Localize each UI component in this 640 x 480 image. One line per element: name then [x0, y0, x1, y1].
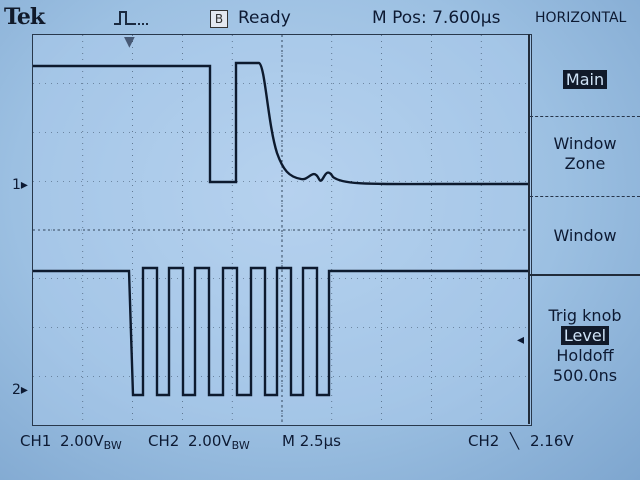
side-menu: Main Window Zone Window Trig knob Level …: [528, 34, 640, 424]
menu-item-trig-knob[interactable]: Trig knob Level Holdoff 500.0ns: [530, 306, 640, 386]
ch2-ground-marker: 2▸: [12, 382, 28, 398]
trigger-level: 2.16V: [530, 432, 574, 450]
ch2-label: CH2: [148, 432, 180, 450]
menu-divider: [530, 116, 640, 117]
window-zone-line1: Window: [553, 134, 617, 153]
ch1-waveform: [33, 61, 529, 186]
ch1-ground-marker: 1▸: [12, 177, 28, 193]
timebase-readout: M 2.5µs: [282, 432, 341, 450]
acquisition-state-icon: B: [210, 10, 228, 28]
ch1-bw-icon: BW: [103, 439, 122, 452]
graticule-svg: [33, 35, 531, 425]
ch1-label: CH1: [20, 432, 52, 450]
trigger-pulse-icon: [114, 11, 148, 25]
holdoff-value: 500.0ns: [552, 366, 618, 385]
holdoff-label: Holdoff: [556, 346, 614, 365]
waveform-graticule: [32, 34, 532, 426]
top-status-bar: Tek B Ready M Pos: 7.600µs HORIZONTAL: [0, 0, 640, 34]
menu-item-window-zone[interactable]: Window Zone: [530, 134, 640, 174]
ch2-scale: 2.00VBW: [188, 432, 250, 452]
menu-item-window-label: Window: [553, 226, 617, 245]
trigger-slope-icon: ╲: [510, 432, 520, 450]
menu-item-main[interactable]: Main: [530, 70, 640, 90]
menu-divider: [530, 196, 640, 197]
center-axes: [33, 35, 531, 425]
trig-knob-level: Level: [560, 326, 610, 345]
knob-pointer-icon: ◂: [517, 332, 525, 348]
window-zone-line2: Zone: [564, 154, 606, 173]
ch2-bw-icon: BW: [231, 439, 250, 452]
trigger-channel: CH2: [468, 432, 500, 450]
menu-item-main-label: Main: [562, 70, 608, 89]
ch1-scale: 2.00VBW: [60, 432, 122, 452]
bottom-status-bar: CH1 2.00VBW CH2 2.00VBW M 2.5µs CH2 ╲ 2.…: [0, 430, 640, 480]
menu-divider: [530, 274, 640, 276]
menu-title: HORIZONTAL: [535, 10, 627, 26]
ch2-waveform: [33, 266, 529, 397]
menu-item-window[interactable]: Window: [530, 226, 640, 246]
trigger-position-marker: ▼: [124, 34, 135, 50]
ch1-scale-value: 2.00V: [60, 432, 104, 450]
main-position-readout: M Pos: 7.600µs: [372, 8, 501, 28]
brand-logo: Tek: [4, 4, 45, 30]
trig-knob-label: Trig knob: [548, 306, 622, 325]
ch2-scale-value: 2.00V: [188, 432, 232, 450]
acquisition-status: Ready: [238, 8, 291, 28]
